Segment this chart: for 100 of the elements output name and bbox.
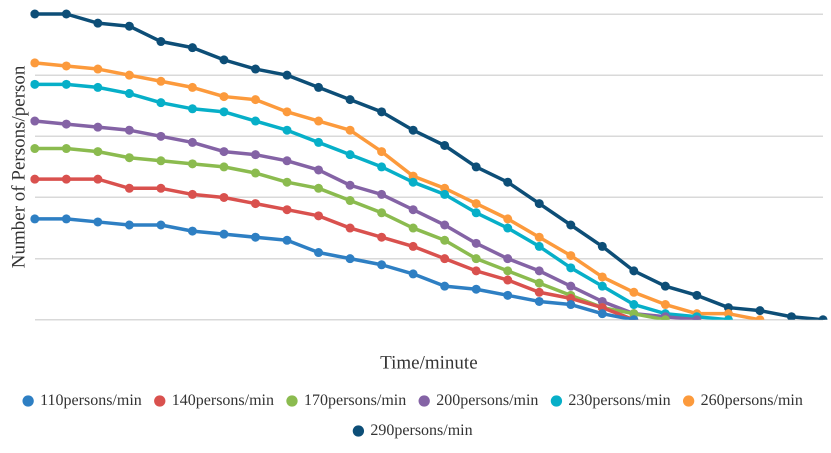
point <box>124 153 134 162</box>
point <box>346 150 355 160</box>
point <box>408 126 418 135</box>
point <box>408 224 418 233</box>
point <box>629 288 638 297</box>
point <box>250 116 260 126</box>
point <box>156 220 166 230</box>
point <box>156 37 166 46</box>
point <box>156 132 166 141</box>
point <box>660 282 670 291</box>
point <box>62 144 71 154</box>
point <box>534 199 544 208</box>
point <box>566 220 576 230</box>
point <box>188 82 197 92</box>
point <box>188 43 197 52</box>
point <box>30 174 40 184</box>
legend-label: 140persons/min <box>172 392 274 410</box>
point <box>219 230 228 239</box>
point <box>472 238 481 248</box>
point <box>786 312 796 320</box>
point <box>188 190 197 199</box>
point <box>755 306 764 316</box>
point <box>598 309 607 318</box>
point <box>314 116 324 126</box>
point <box>62 174 71 184</box>
point <box>346 180 355 190</box>
point <box>62 214 71 224</box>
point <box>534 242 544 251</box>
point <box>282 126 292 135</box>
point <box>219 162 228 172</box>
point <box>250 150 260 160</box>
point <box>629 266 638 276</box>
point <box>566 263 576 272</box>
point <box>566 251 576 260</box>
point <box>472 199 481 208</box>
point <box>250 95 260 104</box>
point <box>503 178 512 187</box>
point <box>93 82 102 92</box>
point <box>124 126 134 135</box>
point <box>566 282 576 291</box>
point <box>188 138 197 147</box>
x-axis-title: Time/minute <box>380 352 478 374</box>
point <box>440 220 450 230</box>
point <box>346 254 355 264</box>
point <box>93 18 102 28</box>
point <box>346 196 355 206</box>
point <box>188 226 197 236</box>
point <box>598 242 607 251</box>
point <box>440 282 450 291</box>
point <box>377 107 386 116</box>
point <box>346 224 355 233</box>
point <box>124 70 134 80</box>
point <box>408 269 418 278</box>
point <box>440 140 450 150</box>
point <box>692 290 702 300</box>
point <box>30 10 40 18</box>
point <box>250 232 260 242</box>
point <box>219 92 228 102</box>
legend-label: 290persons/min <box>370 422 473 440</box>
point <box>62 80 71 89</box>
point <box>156 184 166 193</box>
point <box>62 120 71 129</box>
point <box>314 248 324 258</box>
point <box>408 178 418 187</box>
point <box>503 214 512 224</box>
point <box>472 162 481 172</box>
point <box>314 165 324 174</box>
point <box>93 147 102 156</box>
point <box>282 156 292 166</box>
point <box>660 300 670 310</box>
point <box>93 174 102 184</box>
point <box>62 10 71 18</box>
point <box>124 89 134 98</box>
point <box>219 147 228 156</box>
point <box>440 236 450 245</box>
point <box>282 205 292 214</box>
legend-label: 260persons/min <box>700 392 803 410</box>
point <box>219 192 228 202</box>
legend-label: 170persons/min <box>304 392 406 410</box>
point <box>503 276 512 285</box>
point <box>377 260 386 270</box>
point <box>62 61 71 70</box>
point <box>188 159 197 168</box>
point <box>219 107 228 116</box>
point <box>124 22 134 31</box>
point <box>314 82 324 92</box>
point <box>250 168 260 178</box>
point <box>534 278 544 288</box>
point <box>534 232 544 242</box>
point <box>30 144 40 154</box>
point <box>314 211 324 220</box>
point <box>30 116 40 126</box>
point <box>282 178 292 187</box>
point <box>93 64 102 74</box>
point <box>440 254 450 264</box>
point <box>472 284 481 294</box>
legend-label: 200persons/min <box>436 392 538 410</box>
point <box>377 162 386 172</box>
point <box>282 236 292 245</box>
point <box>377 147 386 156</box>
